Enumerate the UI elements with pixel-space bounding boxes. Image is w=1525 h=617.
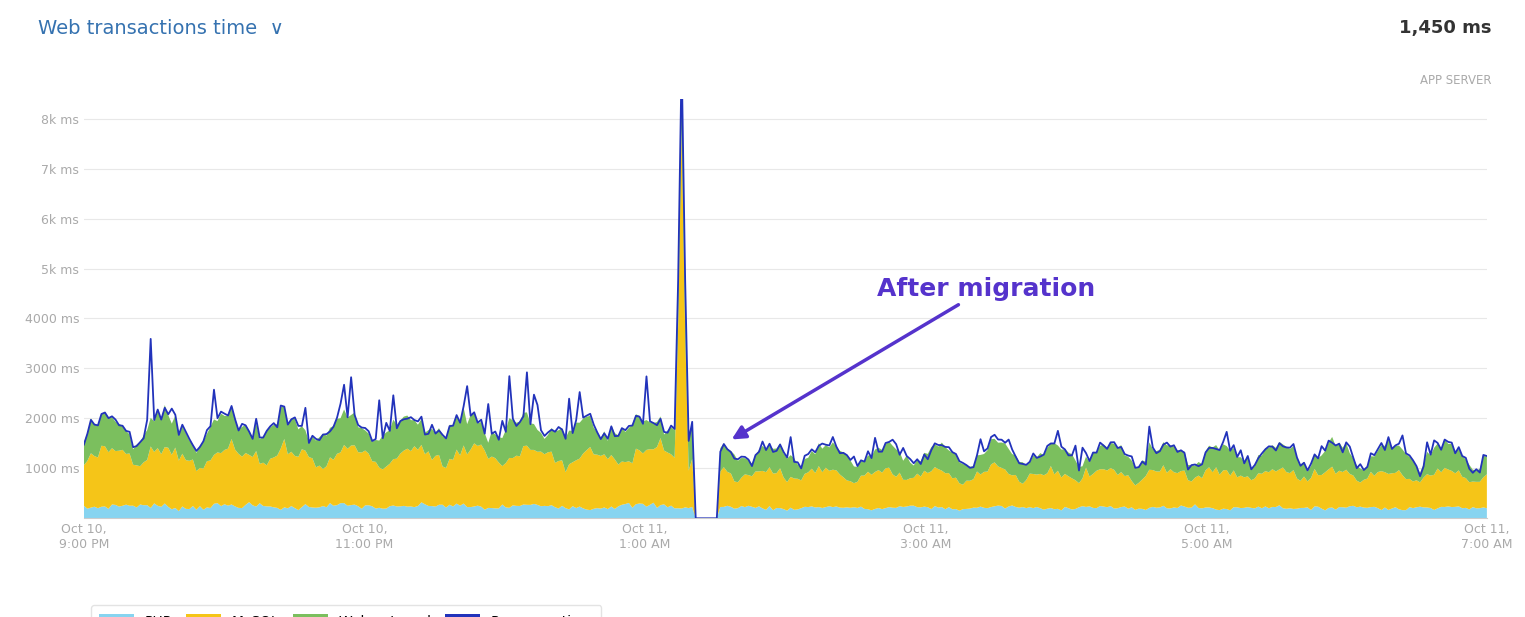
Text: After migration: After migration	[735, 276, 1095, 437]
Text: 1,450 ms: 1,450 ms	[1398, 19, 1491, 36]
Legend: PHP, MySQL, Web external, Response time: PHP, MySQL, Web external, Response time	[92, 605, 601, 617]
Text: Web transactions time  ∨: Web transactions time ∨	[38, 19, 284, 38]
Text: APP SERVER: APP SERVER	[1420, 74, 1491, 87]
